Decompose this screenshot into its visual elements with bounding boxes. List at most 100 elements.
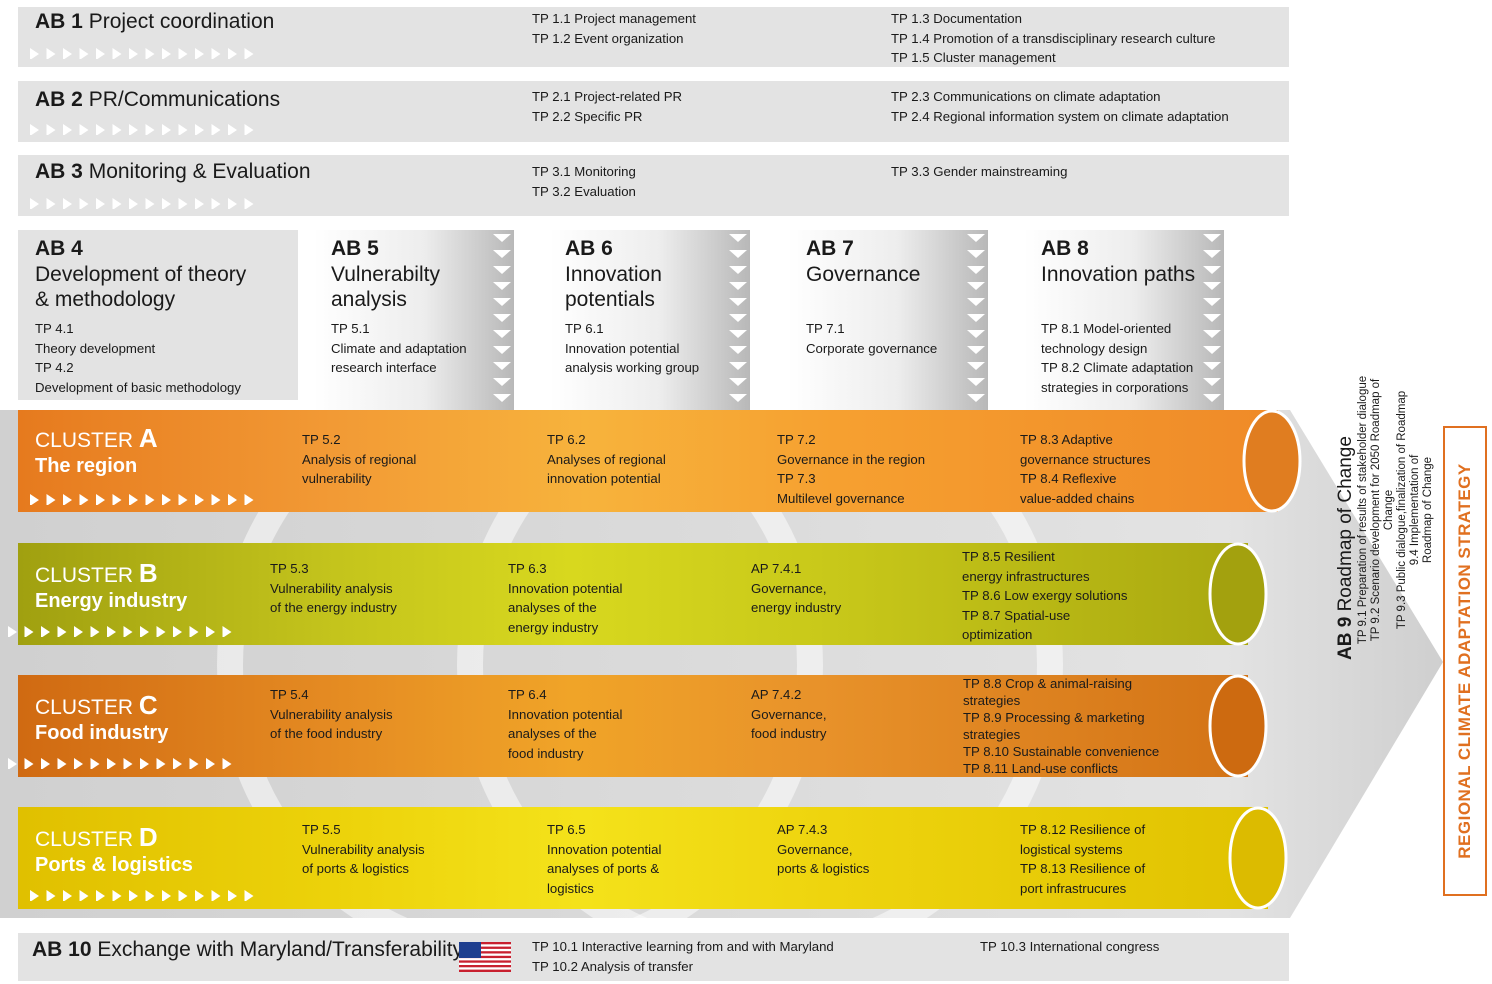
chevron-mark [195,124,204,135]
chevron-mark [206,626,215,637]
down-chevron-mark [1203,378,1221,386]
column-chevron-strips [493,234,1221,402]
down-chevron-mark [729,330,747,338]
down-chevron-mark [493,266,511,274]
strategy-label: REGIONAL CLIMATE ADAPTATION STRATEGY [1455,463,1474,859]
chevron-mark [74,758,83,769]
chevron-mark [244,890,254,901]
chevron-mark [162,124,171,135]
ab1-title: AB 1 Project coordination [35,10,275,33]
down-chevron-mark [729,346,747,354]
down-chevron-mark [967,362,985,370]
chevron-mark [46,890,56,901]
chevron-mark [79,48,89,59]
cluster-d-cell-4: TP 8.12 Resilience of logistical systems… [1020,822,1146,896]
chevron-mark [96,494,105,505]
chevron-mark [178,48,188,59]
down-chevron-mark [1203,234,1221,242]
chevron-arrow-icon [8,758,232,769]
chevron-mark [79,124,89,135]
cluster-b-name: Energy industry [35,590,188,612]
chevron-mark [46,198,56,209]
chevron-mark [178,124,188,135]
cluster-a-cell-1: TP 5.2 Analysis of regional vulnerabilit… [302,432,417,486]
chevron-mark [145,494,155,505]
down-chevron-mark [729,250,747,258]
ab6-title: Innovation potentials [565,263,662,311]
ab2-tp-right: TP 2.3 Communications on climate adaptat… [891,89,1229,124]
chevron-mark [41,626,50,637]
ab7-title: Governance [806,263,921,286]
ab5-tps: TP 5.1 Climate and adaptation research i… [331,321,467,375]
down-chevron-mark [493,378,511,386]
chevron-mark [112,890,122,901]
cluster-b-label: CLUSTER B [35,558,158,588]
chevron-mark [195,494,204,505]
down-chevron-mark [493,234,511,242]
chevron-mark [145,198,155,209]
chevron-mark [140,758,149,769]
chevron-mark [211,48,221,59]
cluster-b-cell-4: TP 8.5 Resilient energy infrastructures … [962,549,1128,642]
chevron-mark [112,494,122,505]
cluster-c-cell-1: TP 5.4 Vulnerability analysis of the foo… [270,687,393,741]
ab5-column: AB 5 Vulnerabilty analysis TP 5.1 Climat… [314,230,514,410]
chevron-mark [96,124,105,135]
row-ab3: AB 3 Monitoring & Evaluation TP 3.1 Moni… [18,155,1289,216]
chevron-mark [30,890,39,901]
row-ab10: AB 10 Exchange with Maryland/Transferabi… [18,933,1289,981]
ab3-title: AB 3 Monitoring & Evaluation [35,160,311,183]
chevron-mark [195,890,204,901]
down-chevron-mark [967,250,985,258]
ab10-tp-right: TP 10.3 International congress [980,939,1160,954]
chevron-mark [46,124,56,135]
chevron-mark [228,198,237,209]
chevron-mark [244,48,254,59]
chevron-mark [57,626,67,637]
chevron-arrow-icon [8,626,232,637]
chevron-mark [222,758,232,769]
down-chevron-mark [493,362,511,370]
chevron-mark [178,494,188,505]
chevron-mark [96,198,105,209]
chevron-mark [129,890,138,901]
chevron-arrow-icon [30,494,254,505]
ab1-tp-right: TP 1.3 Documentation TP 1.4 Promotion of… [891,11,1216,65]
down-chevron-mark [1203,362,1221,370]
chevron-mark [112,198,122,209]
chevron-mark [123,626,133,637]
ab9-items: TP 9.1 Preparation of results of stakeho… [1357,375,1434,645]
down-chevron-mark [729,282,747,290]
chevron-mark [189,626,199,637]
chevron-mark [8,758,17,769]
chevron-mark [63,48,72,59]
down-chevron-mark [1203,346,1221,354]
down-chevron-mark [967,298,985,306]
chevron-mark [129,494,138,505]
cluster-d-label: CLUSTER D [35,822,158,852]
chevron-mark [129,48,138,59]
down-chevron-mark [967,378,985,386]
chevron-mark [46,494,56,505]
chevron-arrow-icon [30,48,254,59]
chevron-mark [63,198,72,209]
ab10-title: AB 10 Exchange with Maryland/Transferabi… [32,938,464,961]
down-chevron-mark [967,394,985,402]
chevron-arrow-icon [30,198,254,209]
chevron-mark [79,494,89,505]
down-chevron-mark [729,394,747,402]
ab4-box: AB 4 Development of theory & methodology… [18,230,298,400]
ab10-tp-left: TP 10.1 Interactive learning from and wi… [532,939,834,974]
cluster-a-name: The region [35,455,138,477]
chevron-mark [90,626,100,637]
chevron-mark [79,890,89,901]
chevron-mark [211,494,221,505]
chevron-mark [129,124,138,135]
down-chevron-mark [729,234,747,242]
down-chevron-mark [729,378,747,386]
roadmap-arrow-shape [0,410,1443,930]
cluster-c-cell-2: TP 6.4 Innovation potential analyses of … [508,687,623,761]
down-chevron-mark [493,314,511,322]
chevron-mark [228,494,237,505]
down-chevron-mark [967,282,985,290]
